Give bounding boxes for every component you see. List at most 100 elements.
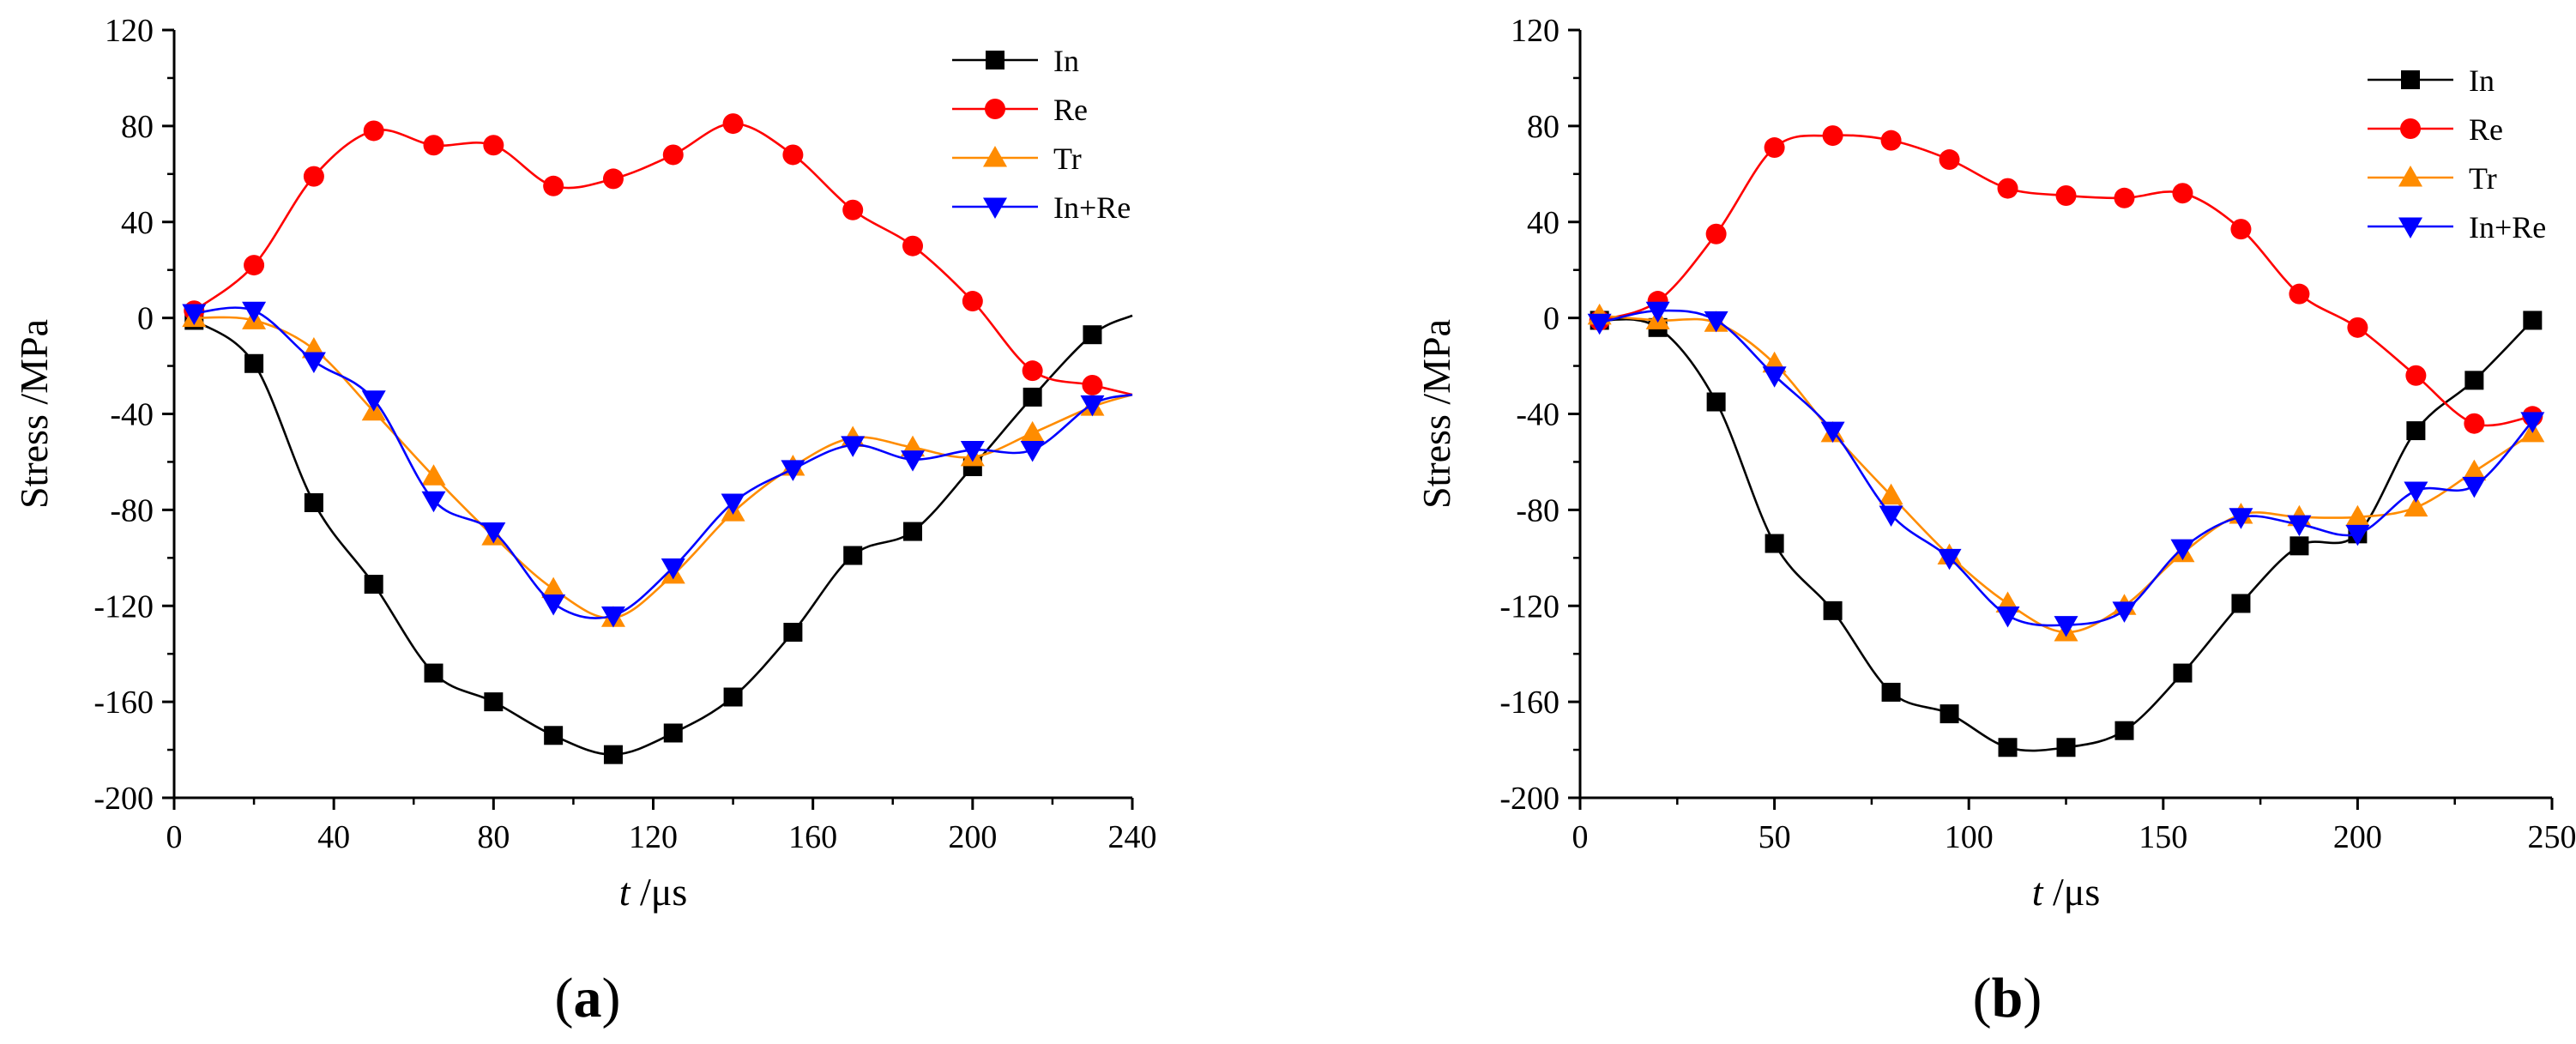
y-tick-label: 40 — [1527, 205, 1559, 241]
data-point-in-plus-re-marker-16 — [2520, 412, 2545, 433]
data-point-in-plus-re-marker-4 — [1820, 421, 1845, 444]
panel-label: (a) — [555, 967, 621, 1029]
data-point-in-marker-1 — [244, 353, 264, 373]
data-point-re-marker-1 — [244, 255, 265, 276]
y-tick-label: -120 — [94, 588, 154, 625]
data-point-in-plus-re-marker-2 — [301, 352, 326, 373]
data-point-in-marker-14 — [2406, 421, 2426, 441]
data-point-in-marker-9 — [2114, 721, 2134, 740]
series-in-plus-re — [1587, 301, 2545, 637]
x-tick-label: 250 — [2528, 819, 2576, 855]
data-point-in-marker-12 — [903, 522, 923, 541]
x-axis-unit: /μs — [630, 870, 687, 914]
data-point-re-marker-7 — [602, 168, 624, 190]
data-point-in-plus-re-marker-8 — [661, 558, 685, 580]
legend-entry-in: In — [1053, 44, 1079, 78]
data-point-in-marker-3 — [1765, 534, 1784, 553]
series-line-re — [1599, 134, 2533, 427]
y-tick-label: -80 — [110, 492, 154, 528]
x-tick-label: 0 — [1572, 819, 1589, 855]
data-point-in-plus-re-marker-4 — [421, 491, 446, 513]
y-tick-label: -40 — [110, 397, 154, 433]
data-point-re-marker-12 — [902, 235, 924, 256]
data-point-in-plus-re-marker-0 — [182, 304, 207, 326]
x-tick-label: 0 — [166, 819, 183, 855]
data-point-in-marker-2 — [1706, 392, 1726, 412]
x-axis-label: t /μs — [619, 870, 688, 914]
data-point-in-marker-9 — [723, 687, 743, 707]
y-tick-label: -200 — [1499, 781, 1559, 817]
y-tick-label: 120 — [1511, 13, 1559, 49]
data-point-tr-marker-13 — [2345, 504, 2370, 527]
x-tick-label: 100 — [1945, 819, 1994, 855]
data-point-in-plus-re-marker-10 — [781, 460, 805, 481]
data-point-re-marker-6 — [1939, 149, 1960, 171]
data-point-in-plus-re-marker-11 — [2229, 508, 2253, 529]
series-re — [1589, 125, 2543, 434]
data-point-in-marker-11 — [843, 546, 863, 565]
data-point-re-marker-6 — [543, 175, 564, 196]
data-point-re-marker-12 — [2289, 283, 2310, 305]
x-tick-label: 80 — [477, 819, 510, 855]
data-point-in-plus-re-marker-11 — [841, 436, 866, 457]
data-point-re-marker-11 — [2230, 219, 2252, 240]
legend-marker-in-plus-re-marker — [983, 197, 1007, 219]
data-point-in-plus-re-marker-15 — [2462, 476, 2487, 498]
legend: In Re Tr In+Re — [952, 44, 1131, 225]
legend-entry-tr: Tr — [2469, 161, 2497, 196]
data-point-re-marker-2 — [1705, 223, 1727, 244]
x-tick-label: 120 — [629, 819, 678, 855]
series-in — [184, 311, 1133, 764]
data-point-in-marker-6 — [544, 726, 564, 745]
data-point-in-plus-re-marker-2 — [1704, 311, 1728, 333]
legend-entry-in-plus-re: In+Re — [1053, 190, 1131, 225]
data-point-in-marker-7 — [1998, 738, 2018, 757]
x-axis-label: t /μs — [2032, 870, 2101, 914]
data-point-in-marker-2 — [304, 492, 323, 512]
data-point-re-marker-3 — [363, 120, 384, 142]
x-tick-label: 160 — [788, 819, 837, 855]
data-point-in-marker-15 — [2464, 371, 2484, 390]
series-line-in-plus-re — [1599, 309, 2534, 627]
x-tick-label: 200 — [948, 819, 997, 855]
data-point-in-marker-7 — [603, 745, 623, 764]
data-point-in-marker-4 — [1823, 600, 1843, 620]
data-point-in-marker-5 — [1881, 682, 1901, 702]
data-point-re-marker-8 — [2055, 184, 2077, 206]
y-tick-label: 80 — [1527, 109, 1559, 145]
x-axis-unit: /μs — [2042, 870, 2100, 914]
data-point-in-plus-re-marker-6 — [541, 594, 566, 616]
y-tick-label: -80 — [1516, 492, 1559, 528]
x-axis-variable: t — [619, 870, 631, 914]
data-point-in-plus-re-marker-1 — [1645, 301, 1670, 323]
series-tr — [1587, 303, 2545, 642]
data-point-re-marker-9 — [722, 113, 744, 135]
data-point-in-plus-re-marker-5 — [1879, 505, 1903, 527]
series-line-in-plus-re — [194, 306, 1133, 619]
data-point-re-marker-8 — [662, 144, 684, 166]
data-point-re-marker-7 — [1997, 178, 2018, 199]
data-point-in-marker-10 — [783, 623, 803, 643]
data-point-in-plus-re-marker-7 — [1995, 606, 2020, 628]
data-point-in-plus-re-marker-6 — [1937, 548, 1962, 570]
data-point-in-plus-re-marker-13 — [2345, 524, 2370, 546]
data-point-in-plus-re-marker-14 — [1020, 440, 1045, 462]
x-axis-variable: t — [2032, 870, 2044, 914]
legend-marker-re-marker — [985, 99, 1005, 119]
x-tick-label: 150 — [2139, 819, 2187, 855]
legend-entry-re: Re — [2469, 112, 2503, 147]
legend-marker-in-marker — [986, 51, 1004, 69]
legend-marker-in-marker — [2401, 70, 2420, 89]
legend-entry-tr: Tr — [1053, 142, 1082, 176]
data-point-re-marker-13 — [962, 291, 983, 312]
data-point-in-plus-re-marker-13 — [960, 440, 985, 462]
data-point-re-marker-14 — [2405, 365, 2427, 386]
data-point-in-plus-re-marker-9 — [2112, 601, 2137, 623]
series-line-tr — [194, 316, 1133, 619]
data-point-re-marker-5 — [483, 135, 504, 156]
data-point-in-plus-re-marker-8 — [2054, 616, 2078, 637]
y-tick-label: 0 — [137, 301, 154, 337]
series-in — [1590, 311, 2543, 757]
legend-marker-tr-marker — [2398, 166, 2422, 187]
legend-entry-re: Re — [1053, 93, 1088, 127]
